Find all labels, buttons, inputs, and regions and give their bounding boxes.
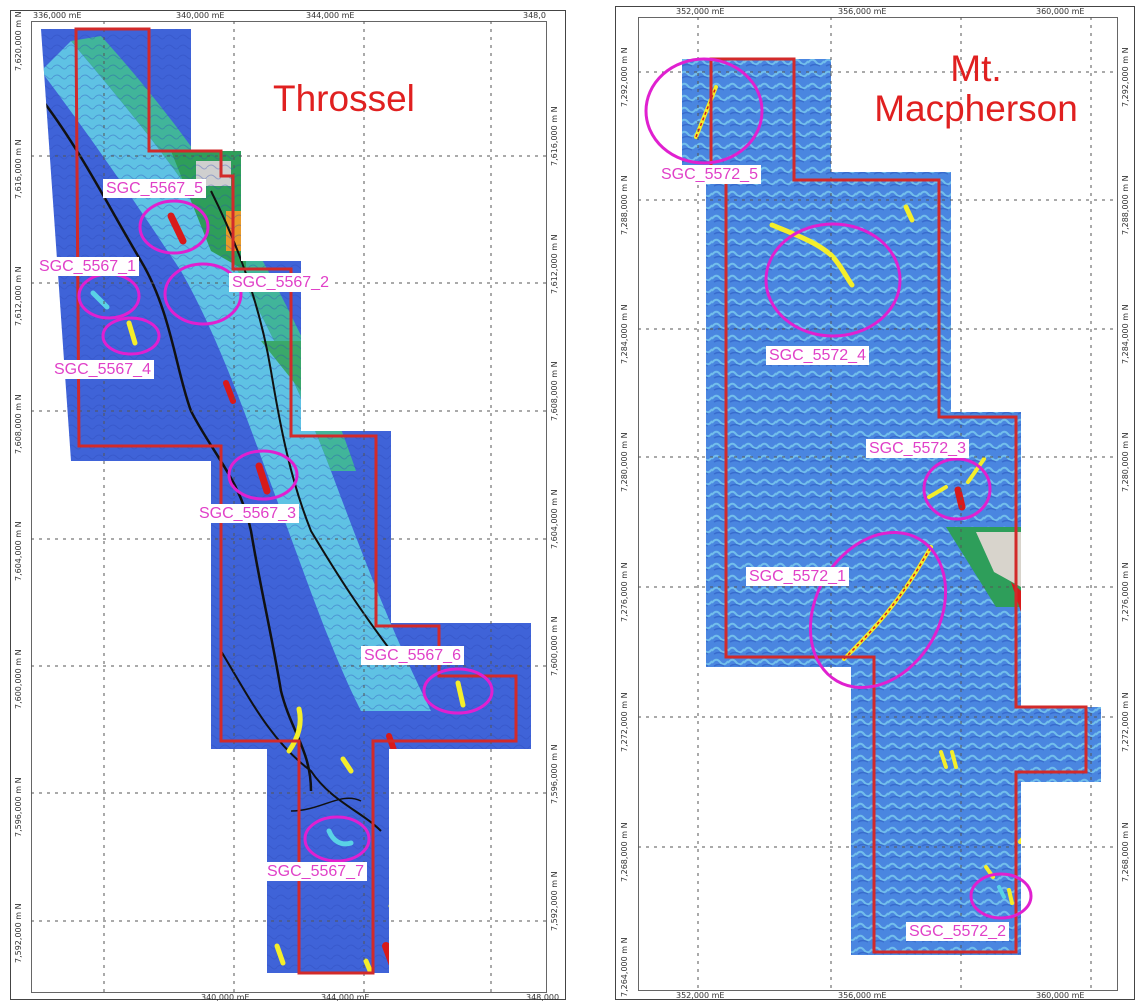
x-tick-top: 356,000 mE — [838, 7, 887, 16]
y-tick-right: 7,600,000 m N — [550, 616, 559, 676]
y-tick-right: 7,616,000 m N — [550, 106, 559, 166]
mt-macpherson-map-graphic — [638, 17, 1118, 991]
target-label: SGC_5572_5 — [658, 165, 761, 184]
y-tick-left: 7,616,000 m N — [14, 139, 23, 199]
y-tick-right: 7,284,000 m N — [1121, 304, 1130, 364]
y-tick-right: 7,268,000 m N — [1121, 822, 1130, 882]
target-circle-5567-2 — [163, 262, 243, 326]
y-tick-left: 7,592,000 m N — [14, 903, 23, 963]
target-circle-5572-5 — [644, 57, 764, 165]
y-tick-left: 7,264,000 m N — [620, 937, 629, 997]
target-label: SGC_5572_4 — [766, 346, 869, 365]
x-tick-top: 344,000 mE — [306, 11, 355, 20]
y-tick-left: 7,276,000 m N — [620, 562, 629, 622]
target-circle-5567-3 — [227, 449, 299, 501]
y-tick-right: 7,604,000 m N — [550, 489, 559, 549]
x-tick-bottom: 348,000 — [526, 993, 560, 1002]
x-tick-bottom: 340,000 mE — [201, 993, 250, 1002]
x-tick-top: 336,000 mE — [33, 11, 82, 20]
y-tick-right: 7,596,000 m N — [550, 744, 559, 804]
y-tick-left: 7,284,000 m N — [620, 304, 629, 364]
x-tick-bottom: 344,000 mE — [321, 993, 370, 1002]
target-label: SGC_5567_1 — [36, 257, 139, 276]
mt-macpherson-map-panel: 352,000 mE 356,000 mE 360,000 mE 352,000… — [615, 6, 1135, 1000]
y-tick-left: 7,612,000 m N — [14, 266, 23, 326]
tenement-boundary — [709, 57, 1088, 954]
target-label: SGC_5572_1 — [746, 567, 849, 586]
target-label: SGC_5567_2 — [229, 273, 332, 292]
target-circle-5572-4 — [764, 222, 902, 338]
y-tick-left: 7,268,000 m N — [620, 822, 629, 882]
target-circle-5567-7 — [303, 815, 371, 863]
target-circle-5567-4 — [101, 316, 161, 356]
map-frame — [638, 17, 1118, 991]
y-tick-left: 7,288,000 m N — [620, 175, 629, 235]
map-title-line-2: Macpherson — [874, 88, 1078, 129]
target-circle-5567-5 — [138, 199, 210, 255]
x-tick-top: 340,000 mE — [176, 11, 225, 20]
target-circles — [644, 57, 1033, 920]
x-tick-top: 352,000 mE — [676, 7, 725, 16]
target-label: SGC_5572_3 — [866, 439, 969, 458]
y-tick-left: 7,600,000 m N — [14, 649, 23, 709]
target-label: SGC_5567_7 — [264, 862, 367, 881]
throssel-map-graphic — [31, 21, 547, 993]
y-tick-right: 7,292,000 m N — [1121, 47, 1130, 107]
target-label: SGC_5567_6 — [361, 646, 464, 665]
target-circle-5572-2 — [969, 872, 1033, 920]
y-tick-left: 7,608,000 m N — [14, 394, 23, 454]
target-label: SGC_5572_2 — [906, 922, 1009, 941]
tenement-boundary — [74, 27, 518, 975]
target-circle-5572-3 — [922, 457, 992, 521]
y-tick-right: 7,612,000 m N — [550, 234, 559, 294]
y-tick-right: 7,608,000 m N — [550, 361, 559, 421]
target-circles — [77, 199, 494, 863]
target-label: SGC_5567_4 — [51, 360, 154, 379]
target-label: SGC_5567_3 — [196, 504, 299, 523]
map-title-mt-macpherson: Mt. Macpherson — [841, 49, 1111, 129]
map-title-throssel: Throssel — [273, 78, 415, 119]
y-tick-right: 7,276,000 m N — [1121, 562, 1130, 622]
y-tick-left: 7,292,000 m N — [620, 47, 629, 107]
x-tick-bottom: 356,000 mE — [838, 991, 887, 1000]
y-tick-right: 7,272,000 m N — [1121, 692, 1130, 752]
y-tick-left: 7,604,000 m N — [14, 521, 23, 581]
map-title-line-1: Mt. — [950, 48, 1002, 89]
target-label: SGC_5567_5 — [103, 179, 206, 198]
x-tick-top: 348,0 — [523, 11, 546, 20]
y-tick-right: 7,592,000 m N — [550, 871, 559, 931]
x-tick-bottom: 352,000 mE — [676, 991, 725, 1000]
x-tick-bottom: 360,000 mE — [1036, 991, 1085, 1000]
map-frame — [31, 21, 547, 993]
y-tick-left: 7,272,000 m N — [620, 692, 629, 752]
x-tick-top: 360,000 mE — [1036, 7, 1085, 16]
y-tick-left: 7,596,000 m N — [14, 777, 23, 837]
y-tick-left: 7,620,000 m N — [14, 11, 23, 71]
y-tick-left: 7,280,000 m N — [620, 432, 629, 492]
y-tick-right: 7,288,000 m N — [1121, 175, 1130, 235]
throssel-map-panel: 336,000 mE 340,000 mE 344,000 mE 348,0 3… — [10, 10, 566, 1002]
target-circle-5567-6 — [422, 667, 494, 715]
y-tick-right: 7,280,000 m N — [1121, 432, 1130, 492]
